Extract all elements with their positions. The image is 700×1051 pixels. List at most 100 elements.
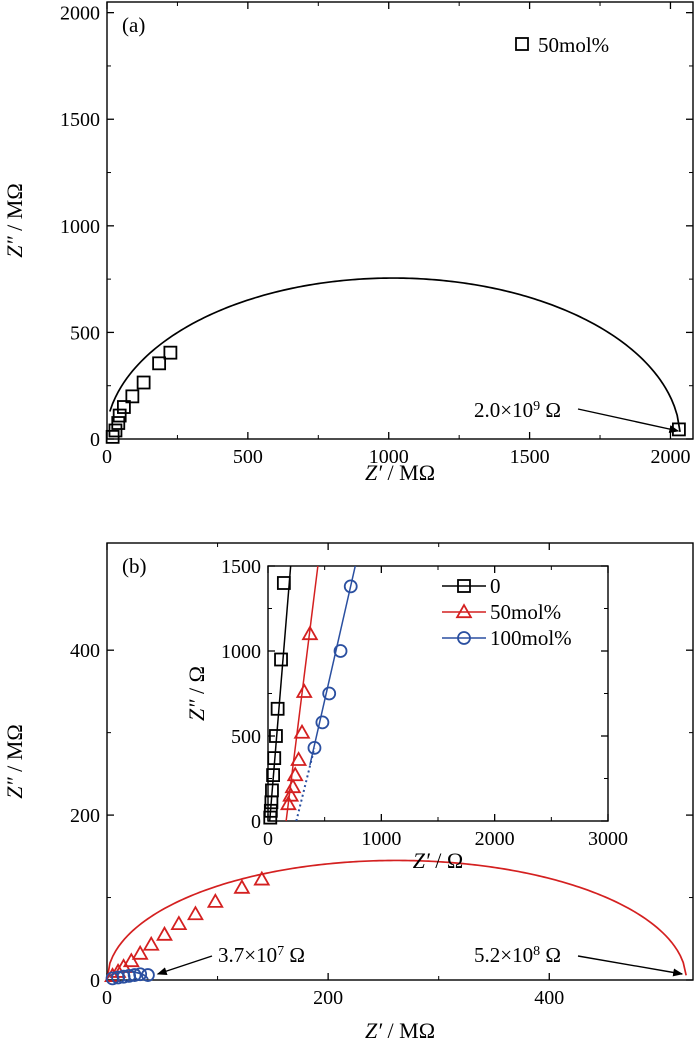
inset-data-point [265,783,279,798]
inset-data-point [263,803,278,818]
y-axis-label: Z″ / MΩ [2,183,27,257]
data-point [253,870,271,886]
data-point [136,375,151,390]
y-tick-label: 400 [70,640,100,662]
annotation-arrow [156,955,213,975]
x-tick-label: 1500 [510,446,550,468]
panel-label-b: (b) [122,554,147,578]
b-plot-frame [106,542,694,981]
y-tick-label: 500 [70,322,100,344]
y-tick-label: 0 [90,970,100,992]
inset-data-point [269,729,283,743]
y-tick-label: 2000 [60,3,100,25]
data-point [163,345,178,360]
inset-data-point [276,576,291,590]
y-axis-label: Z″ / Ω [184,666,209,721]
inset-data-point [343,579,358,594]
annotation-resistance-b2: 5.2×108 Ω [474,943,561,967]
x-axis-label: Z′ / Ω [413,848,464,873]
y-tick-label: 1000 [221,641,261,663]
annotation-arrow [577,408,680,433]
data-point [170,915,188,931]
data-point [112,408,127,423]
legend-label: 100mol% [490,626,572,650]
data-point [141,968,155,982]
y-tick-label: 1500 [60,109,100,131]
x-tick-label: 0 [102,446,112,468]
x-tick-label: 3000 [588,828,628,850]
data-point [122,952,140,968]
inset-data-point [293,723,311,739]
x-axis-label: Z′ / MΩ [365,460,435,485]
inset-data-point [295,683,313,698]
x-tick-label: 0 [263,828,273,850]
x-tick-label: 2000 [650,446,690,468]
y-tick-label: 200 [70,805,100,827]
y-tick-label: 500 [231,726,261,748]
inset-data-point [274,652,288,667]
y-tick-label: 1000 [60,216,100,238]
x-tick-label: 2000 [475,828,515,850]
data-point [117,400,131,414]
y-tick-label: 0 [90,429,100,451]
x-tick-label: 500 [233,446,263,468]
inset-data-point [282,786,300,802]
data-point [108,423,123,438]
inset-data-point [315,715,330,730]
legend-label: 50mol% [490,600,561,624]
data-point [111,416,126,430]
data-point [206,892,224,908]
inset-data-point [286,766,304,782]
inset-fit-line [268,566,292,821]
panel-label-a: (a) [122,13,145,37]
data-point [133,967,148,982]
y-tick-label: 0 [251,811,261,833]
inset-data-point [284,778,302,794]
inset-data-point [267,751,282,765]
inset-data-point [307,741,322,755]
inset-background [268,566,608,821]
data-point [127,968,142,982]
legend-marker [457,579,471,593]
panel-b: 0 200 400 0 200 400 Z′ / MΩ Z″ / MΩ (b) 3.7×107 Ω… [2,542,694,1043]
legend-label: 0 [490,574,501,598]
annotation-resistance-a: 2.0×109 Ω [474,398,561,422]
inset-data-point [290,751,308,766]
x-tick-label: 200 [313,987,343,1009]
fit-arc-a [109,277,681,433]
y-tick-label: 1500 [221,556,261,578]
inset-lines [268,566,356,821]
inset-fit-line [285,566,319,821]
data-point [152,356,167,371]
legend-marker [515,37,529,51]
data-point [233,878,251,894]
data-point [187,905,204,921]
inset-data-point [279,795,297,811]
data-point [156,925,173,941]
annotation-arrow [577,955,684,977]
data-point [131,944,149,960]
x-tick-label: 1000 [369,446,409,468]
annotation-resistance-b1: 3.7×107 Ω [218,943,305,967]
y-axis-label: Z″ / MΩ [2,724,27,798]
x-tick-label: 0 [102,987,112,1009]
data-point [142,935,160,951]
legend-label: 50mol% [538,33,609,57]
x-axis-label: Z′ / MΩ [365,1018,435,1043]
inset-fit-line [309,566,356,766]
legend-marker [455,603,473,619]
panel-a: 0 500 1000 1500 2000 0 500 1000 1500 2000 Z′ / MΩ Z… [2,1,694,485]
fit-arc-red [106,859,687,981]
legend-marker [457,631,471,645]
a-plot-frame [106,1,694,440]
x-tick-label: 400 [534,987,564,1009]
inset-data-point [333,644,348,658]
data-point [125,389,140,404]
inset-data-point [266,768,281,782]
inset-data-point [322,686,337,701]
x-tick-label: 1000 [361,828,401,850]
inset-data-point [301,625,319,641]
inset-data-point [270,701,285,716]
